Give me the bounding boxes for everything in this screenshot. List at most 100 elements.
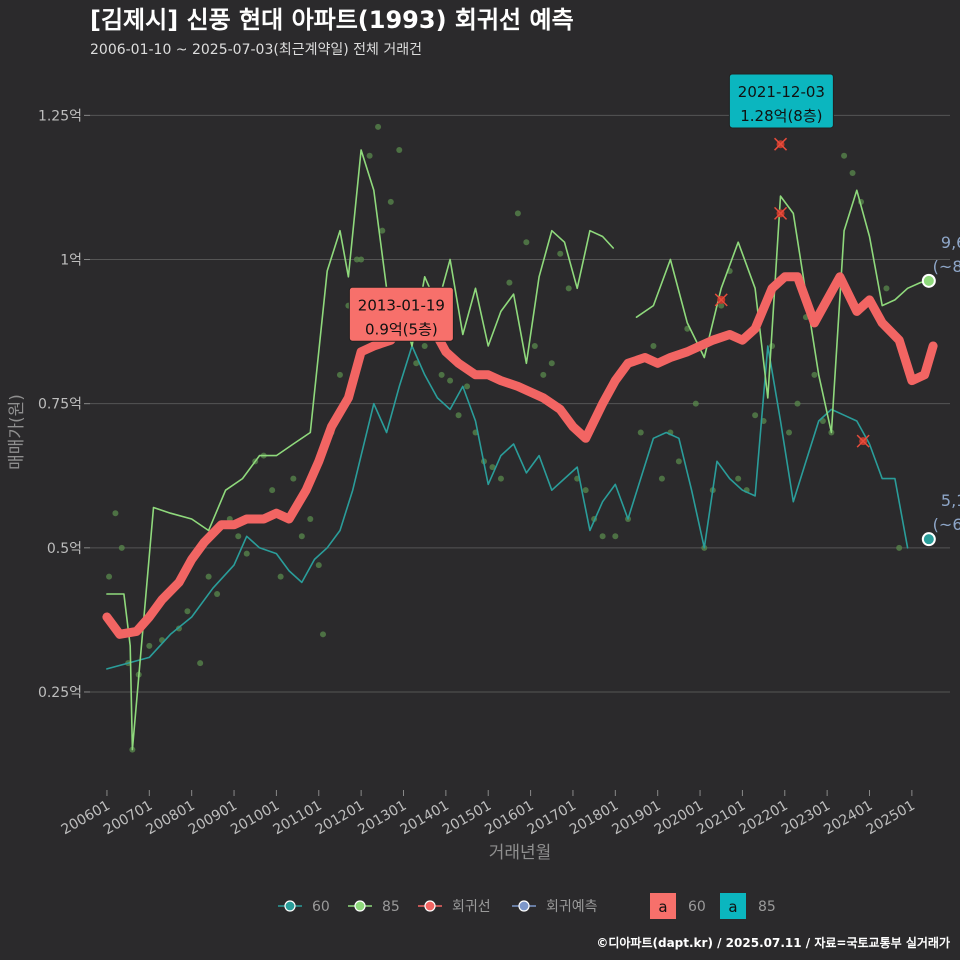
regression-line [102, 272, 938, 639]
data-point [650, 343, 657, 350]
legend-label: 60 [688, 899, 706, 915]
legend-swatch [720, 893, 746, 919]
outlier-cross [774, 137, 788, 151]
data-point [421, 343, 428, 350]
data-point [752, 412, 759, 419]
legend-glyph: a [658, 898, 667, 916]
outlier-marks [714, 137, 870, 448]
series-lines [102, 149, 938, 751]
data-point [489, 464, 496, 471]
data-point [336, 371, 343, 378]
annotation-date: 2021-12-03 [738, 83, 825, 101]
end-label-value: 9,633 [941, 233, 960, 252]
data-point [612, 533, 619, 540]
data-point [438, 371, 445, 378]
chart-subtitle: 2006-01-10 ~ 2025-07-03(최근계약일) 전체 거래건 [90, 42, 422, 58]
data-point [396, 146, 403, 153]
annotation-value: 0.9억(5층) [365, 320, 438, 338]
series-85-end-point [921, 273, 936, 288]
y-tick-label: 1.25억 [38, 108, 82, 124]
data-point [146, 642, 153, 649]
series-85-line [106, 149, 614, 751]
data-point [413, 360, 420, 367]
x-tick-label: 202501 [864, 798, 918, 839]
legend-marker [518, 900, 530, 912]
data-point [658, 475, 665, 482]
data-point [811, 371, 818, 378]
data-point [455, 412, 462, 419]
data-point [290, 475, 297, 482]
data-point [269, 487, 276, 494]
outlier-cross [714, 293, 728, 307]
x-axis-title: 거래년월 [489, 843, 552, 863]
data-point [506, 279, 513, 286]
data-point [883, 285, 890, 292]
legend-label: 60 [312, 899, 330, 915]
legend-glyph: a [728, 898, 737, 916]
end-labels: 5,150 (~60㎡) 9,633 (~85㎡) [921, 233, 960, 547]
legend-label: 85 [758, 899, 776, 915]
end-label-area: (~60㎡) [933, 515, 960, 534]
data-point [112, 510, 119, 517]
data-point [514, 210, 521, 217]
annotation-value: 1.28억(8층) [740, 107, 822, 125]
data-point [523, 239, 530, 246]
data-point [531, 343, 538, 350]
legend-swatch [650, 893, 676, 919]
legend-marker [284, 900, 296, 912]
data-point [565, 285, 572, 292]
y-axis-ticks: 0.25억 0.5억 0.75억 1억 1.25억 [38, 108, 90, 701]
y-tick-label: 0.25억 [38, 685, 82, 701]
data-point [387, 198, 394, 205]
data-point [118, 544, 125, 551]
data-point [692, 400, 699, 407]
data-point [786, 429, 793, 436]
data-point [769, 343, 776, 350]
annotation-box [728, 73, 834, 129]
data-point [243, 550, 250, 557]
end-label-area: (~85㎡) [933, 257, 960, 276]
series-60-end-point [921, 532, 936, 547]
outlier-cross [856, 434, 870, 448]
legend-label: 회귀선 [452, 899, 491, 915]
data-point [447, 377, 454, 384]
legend-marker [424, 900, 436, 912]
x-axis-ticks: 2006012007012008012009012010012011012012… [59, 790, 918, 838]
data-point [849, 170, 856, 177]
legend-marker [354, 900, 366, 912]
outlier-cross [774, 206, 788, 220]
data-point [379, 227, 386, 234]
data-point [106, 573, 113, 580]
data-point [315, 562, 322, 569]
source-caption: ©디아파트(dapt.kr) / 2025.07.11 / 자료=국토교통부 실… [596, 935, 950, 950]
data-point [557, 250, 564, 257]
data-point [675, 458, 682, 465]
data-point [320, 631, 327, 638]
legend-label: 85 [382, 899, 400, 915]
data-point [464, 383, 471, 390]
data-point [353, 256, 360, 263]
data-point [548, 360, 555, 367]
annotations: 2013-01-19 0.9억(5층) 2021-12-03 1.28억(8층) [348, 73, 834, 342]
legend: 60 85 회귀선 회귀예측 a 60 a 85 [278, 893, 776, 919]
data-point [298, 533, 305, 540]
data-point [205, 573, 212, 580]
data-point [735, 475, 742, 482]
grid [90, 114, 950, 693]
data-point [375, 123, 382, 130]
data-point [794, 400, 801, 407]
y-axis-title: 매매가(원) [7, 394, 27, 470]
y-tick-label: 0.75억 [38, 397, 82, 413]
data-point [184, 608, 191, 615]
data-point [497, 475, 504, 482]
annotation-date: 2013-01-19 [358, 296, 445, 314]
data-point [358, 256, 365, 263]
data-point [540, 371, 547, 378]
series-60-line [106, 345, 909, 670]
data-point [197, 660, 204, 667]
data-point [637, 429, 644, 436]
data-point [214, 590, 221, 597]
data-point [307, 515, 314, 522]
data-point [841, 152, 848, 159]
